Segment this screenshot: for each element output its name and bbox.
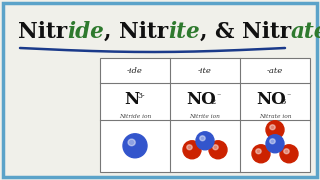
Text: 2: 2 <box>210 98 216 106</box>
Ellipse shape <box>213 145 218 150</box>
Ellipse shape <box>270 125 275 130</box>
Text: -ite: -ite <box>198 67 212 75</box>
Text: , Nitr: , Nitr <box>104 21 168 43</box>
Ellipse shape <box>183 141 201 159</box>
Ellipse shape <box>200 136 205 141</box>
FancyBboxPatch shape <box>3 3 317 177</box>
Text: NO: NO <box>186 91 216 108</box>
Ellipse shape <box>280 145 298 163</box>
Text: NO: NO <box>256 91 286 108</box>
Text: Nitr: Nitr <box>18 21 67 43</box>
Text: ⁻: ⁻ <box>287 93 291 101</box>
Ellipse shape <box>266 135 284 153</box>
Ellipse shape <box>187 145 192 150</box>
Ellipse shape <box>196 132 214 150</box>
Text: N: N <box>124 91 140 108</box>
Bar <box>100 58 310 172</box>
Text: ite: ite <box>168 21 200 43</box>
Ellipse shape <box>209 141 227 159</box>
Text: ide: ide <box>67 21 104 43</box>
Text: Nitrate ion: Nitrate ion <box>259 114 291 119</box>
Text: -ate: -ate <box>267 67 283 75</box>
Ellipse shape <box>123 134 147 158</box>
Text: 3: 3 <box>280 98 286 106</box>
Text: -ide: -ide <box>127 67 143 75</box>
Text: 3-: 3- <box>137 92 145 100</box>
Ellipse shape <box>128 139 135 146</box>
Text: ⁻: ⁻ <box>217 93 221 101</box>
Text: ate: ate <box>291 21 320 43</box>
Ellipse shape <box>252 145 270 163</box>
Text: , & Nitr: , & Nitr <box>200 21 291 43</box>
Ellipse shape <box>256 149 261 154</box>
Ellipse shape <box>266 121 284 139</box>
Ellipse shape <box>284 149 289 154</box>
Text: Nitride ion: Nitride ion <box>119 114 151 119</box>
Text: Nitrite ion: Nitrite ion <box>189 114 220 119</box>
Ellipse shape <box>270 139 275 144</box>
